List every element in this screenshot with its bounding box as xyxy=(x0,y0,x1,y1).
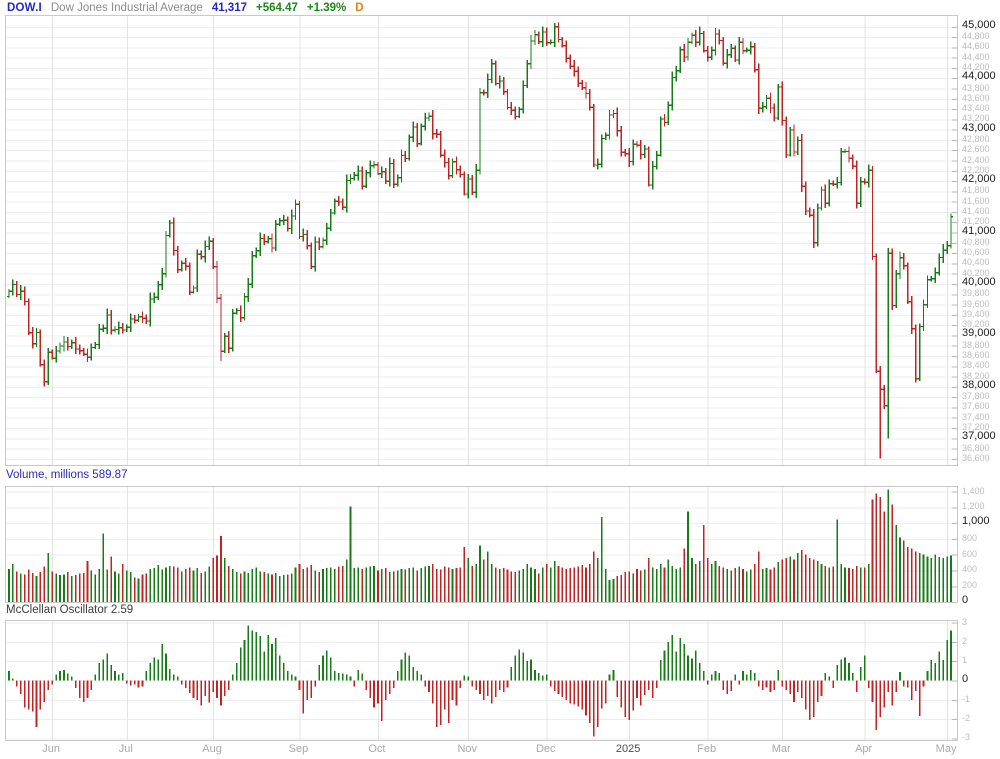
y-axis-label: 3 xyxy=(962,616,968,627)
y-axis-label: 39,800 xyxy=(962,288,990,299)
oscillator-title-value: 2.59 xyxy=(110,604,134,616)
y-axis-label: 37,400 xyxy=(962,411,990,422)
y-axis-label: 42,400 xyxy=(962,154,990,165)
price-panel[interactable] xyxy=(5,15,958,466)
y-axis-label: 0 xyxy=(962,594,969,606)
y-axis-label: 600 xyxy=(962,548,978,559)
y-axis-label: 1,000 xyxy=(962,515,990,528)
y-axis-label: 42,800 xyxy=(962,133,990,144)
y-axis-label: 45,000 xyxy=(962,18,996,31)
x-axis-label: Dec xyxy=(535,743,556,755)
x-axis-label: Jul xyxy=(118,743,133,755)
volume-panel[interactable] xyxy=(5,486,958,603)
y-axis-label: 37,600 xyxy=(962,401,990,412)
x-axis-label: Apr xyxy=(855,743,873,755)
y-axis-label: 44,400 xyxy=(962,51,990,62)
y-axis-label: 41,000 xyxy=(962,224,996,237)
x-axis-label: Nov xyxy=(457,743,477,755)
last-price: 41,317 xyxy=(211,2,247,14)
y-axis-label: 36,600 xyxy=(962,452,990,463)
y-axis-label: 38,600 xyxy=(962,349,990,360)
y-axis-label: 1,200 xyxy=(962,501,985,512)
y-axis-label: 44,600 xyxy=(962,41,990,52)
y-axis-label: 43,400 xyxy=(962,103,990,114)
y-axis-label: 38,000 xyxy=(962,378,996,391)
volume-title-value: 589.87 xyxy=(92,469,128,481)
volume-panel-title: Volume, millions 589.87 xyxy=(6,469,127,481)
y-axis-label: 43,600 xyxy=(962,92,990,103)
y-axis-label: 40,200 xyxy=(962,267,990,278)
x-axis-label: 2025 xyxy=(615,743,641,755)
y-axis-label: 37,800 xyxy=(962,391,990,402)
oscillator-panel-title: McClellan Oscillator 2.59 xyxy=(6,604,133,616)
y-axis-label: 40,800 xyxy=(962,236,990,247)
y-axis-label: 43,800 xyxy=(962,82,990,93)
y-axis-label: 37,000 xyxy=(962,430,996,443)
x-axis-label: Mar xyxy=(771,743,791,755)
quote-header: DOW.I Dow Jones Industrial Average 41,31… xyxy=(0,0,1000,16)
y-axis-label: 38,800 xyxy=(962,339,990,350)
y-axis-label: 43,000 xyxy=(962,121,996,134)
y-axis-label: 44,000 xyxy=(962,70,996,83)
volume-title-label: Volume, millions xyxy=(6,469,90,481)
instrument-name: Dow Jones Industrial Average xyxy=(50,2,203,14)
y-axis-label: 44,800 xyxy=(962,31,990,42)
y-axis-label: -3 xyxy=(962,732,971,743)
y-axis-label: 43,200 xyxy=(962,113,990,124)
oscillator-title-label: McClellan Oscillator xyxy=(6,604,108,616)
y-axis-label: 39,000 xyxy=(962,327,996,340)
x-axis-label: Aug xyxy=(202,743,222,755)
y-axis-label: 2 xyxy=(962,635,968,646)
oscillator-panel[interactable] xyxy=(5,620,958,741)
y-axis-label: 37,200 xyxy=(962,421,990,432)
y-axis-label: 40,400 xyxy=(962,257,990,268)
y-axis-label: 0 xyxy=(962,672,969,685)
y-axis-label: 40,000 xyxy=(962,275,996,288)
y-axis-label: 800 xyxy=(962,532,978,543)
y-axis-label: 39,400 xyxy=(962,308,990,319)
y-axis-label: 42,600 xyxy=(962,144,990,155)
y-axis-label: 1,400 xyxy=(962,485,985,496)
x-axis-label: Jun xyxy=(42,743,61,755)
y-axis-label: 38,200 xyxy=(962,370,990,381)
ticker-symbol[interactable]: DOW.I xyxy=(7,2,42,14)
y-axis-label: -1 xyxy=(962,693,971,704)
y-axis-label: 41,600 xyxy=(962,195,990,206)
y-axis-label: 36,800 xyxy=(962,442,990,453)
y-axis-label: 41,400 xyxy=(962,205,990,216)
x-axis-label: Oct xyxy=(368,743,386,755)
y-axis-label: 38,400 xyxy=(962,360,990,371)
x-axis-label: May xyxy=(935,743,957,755)
timeframe-badge[interactable]: D xyxy=(355,2,364,14)
y-axis-label: 42,200 xyxy=(962,164,990,175)
x-axis-label: Sep xyxy=(288,743,309,755)
y-axis-label: 1 xyxy=(962,655,968,666)
y-axis-label: 44,200 xyxy=(962,61,990,72)
y-axis-label: 39,200 xyxy=(962,319,990,330)
x-axis-label: Feb xyxy=(697,743,717,755)
y-axis-label: 400 xyxy=(962,564,978,575)
price-change: +564.47 xyxy=(256,2,298,14)
price-change-percent: +1.39% xyxy=(306,2,347,14)
y-axis-label: 200 xyxy=(962,580,978,591)
y-axis-label: 40,600 xyxy=(962,247,990,258)
y-axis-label: -2 xyxy=(962,713,971,724)
y-axis-label: 42,000 xyxy=(962,173,996,186)
y-axis-label: 41,800 xyxy=(962,185,990,196)
y-axis-label: 39,600 xyxy=(962,298,990,309)
y-axis-label: 41,200 xyxy=(962,216,990,227)
